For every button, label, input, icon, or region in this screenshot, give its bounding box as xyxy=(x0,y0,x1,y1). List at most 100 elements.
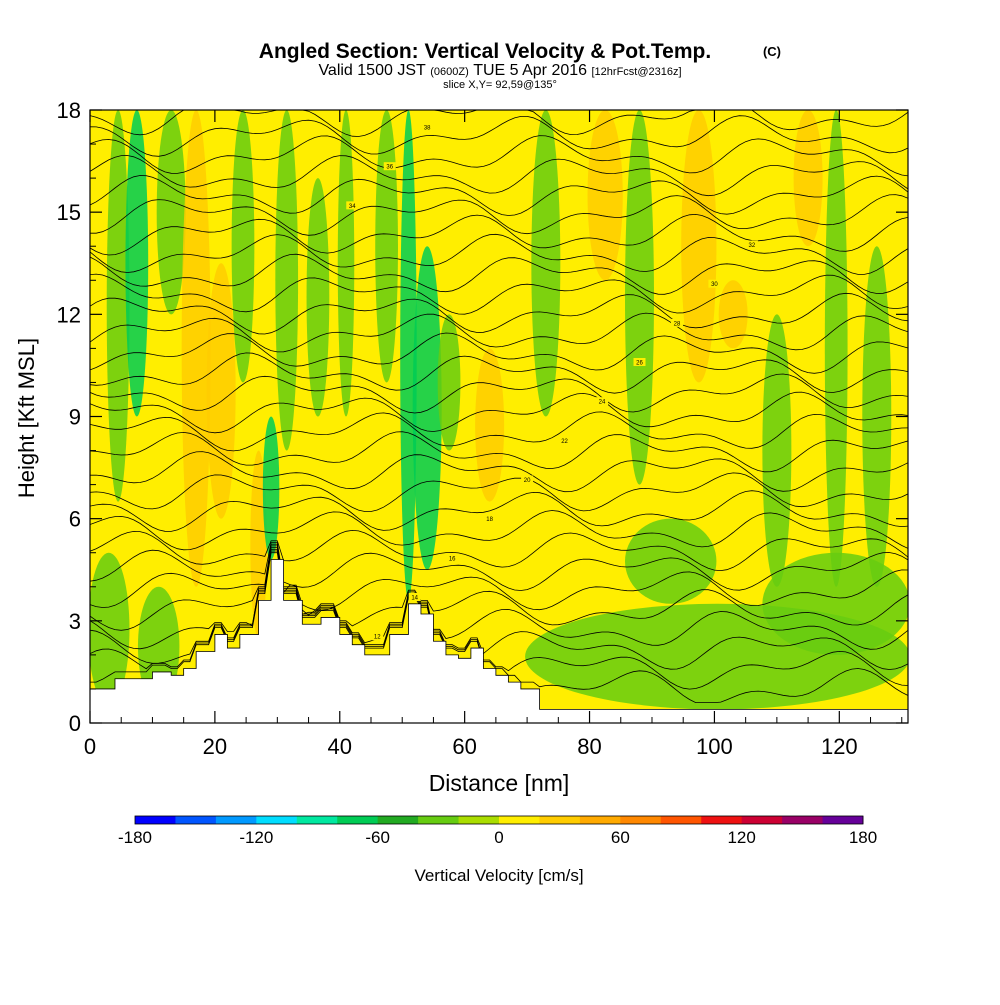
colorbar-tick-label: 120 xyxy=(727,828,755,847)
chart-title-unit: (C) xyxy=(763,44,781,59)
contour-label-bg xyxy=(558,436,571,445)
theta-contour-line xyxy=(90,490,908,532)
x-tick-label: 0 xyxy=(84,734,96,759)
contour-label: 38 xyxy=(424,126,431,132)
y-tick-label: 9 xyxy=(69,405,81,430)
colorbar: -180 -120 -60 0 60 120 180 xyxy=(118,815,877,847)
theta-contour-line xyxy=(90,213,908,256)
x-tick-label: 120 xyxy=(821,734,858,759)
colorbar-tick-label: -180 xyxy=(118,828,152,847)
velocity-cell xyxy=(156,110,186,315)
velocity-cell xyxy=(106,110,130,502)
velocity-cell xyxy=(762,552,908,655)
colorbar-tick-label: 60 xyxy=(611,828,630,847)
colorbar-swatch xyxy=(337,816,379,824)
theta-contour-line xyxy=(90,312,908,353)
terrain-mask xyxy=(90,559,908,723)
x-tick-label: 80 xyxy=(577,734,601,759)
velocity-cell xyxy=(681,110,717,383)
theta-contour-line xyxy=(90,543,908,611)
velocity-cell xyxy=(400,110,417,601)
theta-contour-line xyxy=(90,292,908,335)
theta-contour-line xyxy=(90,273,908,315)
colorbar-swatch xyxy=(660,816,702,824)
colorbar-swatch xyxy=(458,816,500,824)
contour-label-bg xyxy=(346,201,359,210)
contour-label: 28 xyxy=(674,321,681,327)
velocity-cell xyxy=(862,246,892,587)
theta-contour-line xyxy=(90,175,908,216)
subtitle-forecast: [12hrFcst@2316z] xyxy=(592,66,682,78)
x-axis: 0 20 40 60 80 100 120 xyxy=(84,110,903,759)
contour-label: 34 xyxy=(349,204,356,210)
contour-label: 16 xyxy=(449,556,456,562)
x-axis-label: Distance [nm] xyxy=(429,770,570,796)
contour-label: 18 xyxy=(486,517,493,523)
colorbar-swatch xyxy=(822,816,864,824)
colorbar-swatch xyxy=(499,816,540,824)
y-tick-label: 3 xyxy=(69,609,81,634)
velocity-cell xyxy=(625,110,654,485)
contour-label-bg xyxy=(383,162,396,171)
contour-label: 24 xyxy=(599,400,606,406)
velocity-cell xyxy=(375,110,398,383)
contour-label-bg xyxy=(708,279,721,288)
colorbar-swatch xyxy=(539,816,581,824)
velocity-cell xyxy=(718,280,748,349)
subtitle-valid: Valid 1500 JST xyxy=(318,62,426,79)
colorbar-swatch xyxy=(175,816,217,824)
velocity-cell xyxy=(90,552,130,706)
velocity-field xyxy=(90,110,908,710)
contour-label-bg xyxy=(633,358,646,367)
contour-label-bg xyxy=(371,632,384,641)
velocity-cell xyxy=(306,178,330,417)
velocity-cell xyxy=(262,416,280,560)
velocity-cell xyxy=(762,314,792,587)
theta-contour-line xyxy=(90,547,908,650)
contour-label-bg xyxy=(745,240,758,249)
colorbar-tick-label: -60 xyxy=(365,828,390,847)
y-tick-label: 0 xyxy=(69,711,81,736)
velocity-cell xyxy=(437,314,461,451)
contour-label-bg xyxy=(408,592,421,601)
colorbar-tick-label: 180 xyxy=(849,828,877,847)
velocity-cell xyxy=(231,110,255,383)
theta-contour-line xyxy=(90,110,908,137)
x-tick-label: 40 xyxy=(328,734,352,759)
colorbar-swatch xyxy=(741,816,783,824)
colorbar-swatch xyxy=(215,816,257,824)
contour-label: 22 xyxy=(561,439,568,445)
colorbar-swatch xyxy=(782,816,824,824)
colorbar-swatch xyxy=(701,816,743,824)
contour-label: 14 xyxy=(411,595,418,601)
contour-label-bg xyxy=(521,475,534,484)
theta-contour-line xyxy=(90,411,908,452)
colorbar-swatch xyxy=(135,816,176,824)
chart-subtitle: Valid 1500 JST (0600Z) TUE 5 Apr 2016 [1… xyxy=(318,62,681,79)
y-tick-label: 12 xyxy=(57,302,81,327)
contour-label-bg xyxy=(670,318,683,327)
colorbar-swatch xyxy=(377,816,419,824)
velocity-cell xyxy=(793,110,823,247)
contour-label-bg xyxy=(596,397,609,406)
y-tick-label: 18 xyxy=(57,98,81,123)
y-tick-label: 6 xyxy=(69,507,81,532)
contour-label: 12 xyxy=(374,635,381,641)
x-tick-label: 100 xyxy=(696,734,733,759)
theta-contour-line xyxy=(90,391,908,434)
velocity-cell xyxy=(531,110,561,417)
contour-label: 20 xyxy=(524,478,531,484)
theta-contour-line xyxy=(90,194,908,236)
velocity-cell xyxy=(475,348,505,502)
colorbar-tick-label: -120 xyxy=(239,828,273,847)
colorbar-tick-label: 0 xyxy=(494,828,503,847)
theta-contour-line xyxy=(90,431,908,473)
subtitle-date: TUE 5 Apr 2016 xyxy=(473,62,587,79)
velocity-cell xyxy=(587,110,623,281)
theta-contour-line xyxy=(90,253,908,295)
velocity-cell xyxy=(275,110,299,451)
contour-label: 36 xyxy=(386,165,393,171)
theta-contour-line xyxy=(90,135,908,177)
